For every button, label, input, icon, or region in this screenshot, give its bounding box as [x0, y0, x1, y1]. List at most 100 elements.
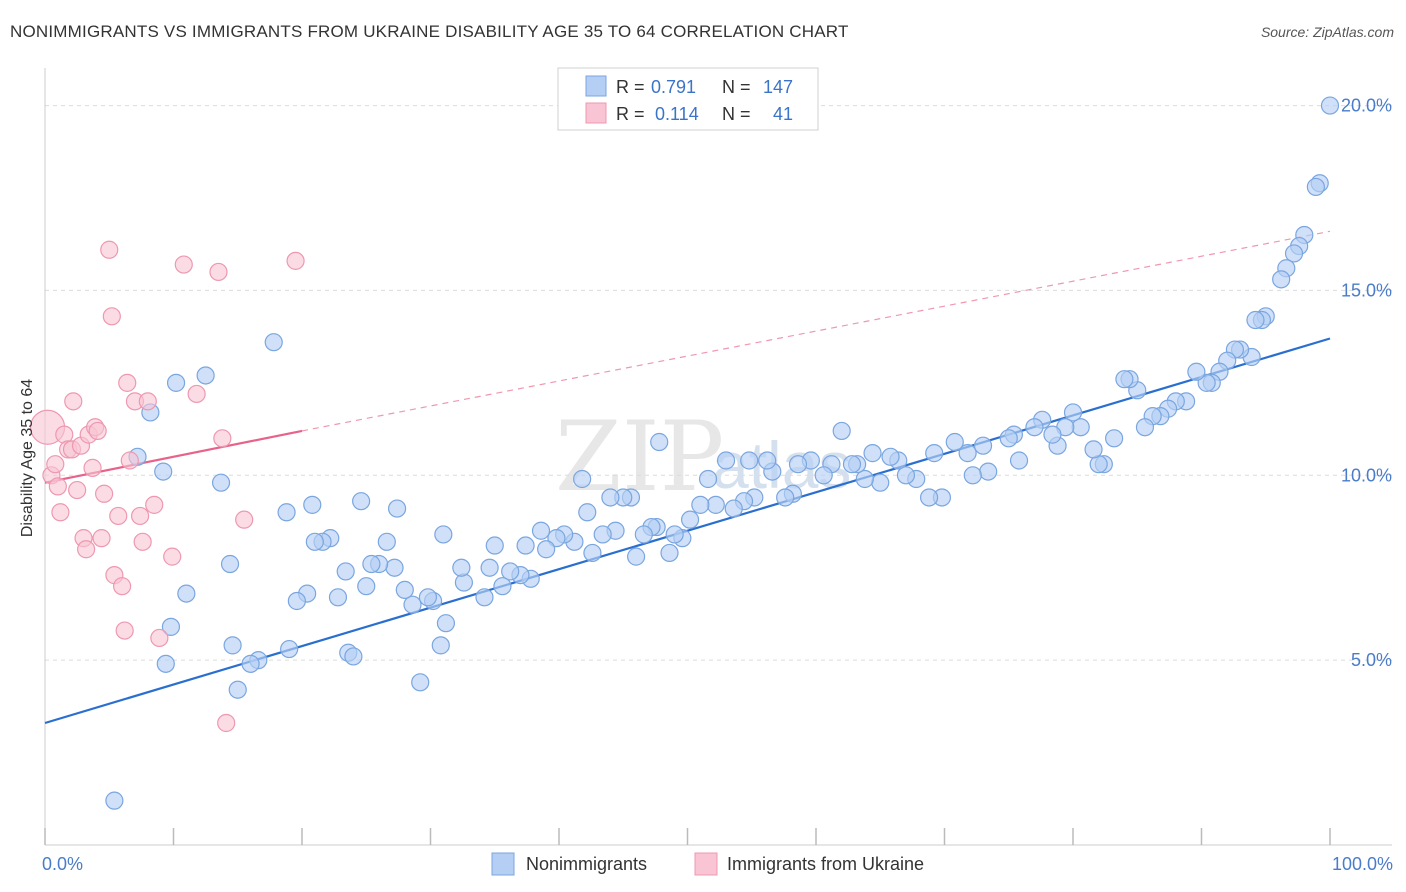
point-immigrants-from-ukraine — [51, 503, 70, 522]
point-immigrants-from-ukraine — [83, 458, 102, 477]
point-nonimmigrants — [493, 577, 512, 596]
point-immigrants-from-ukraine — [187, 384, 206, 404]
point-immigrants-from-ukraine — [145, 495, 164, 514]
point-nonimmigrants — [680, 510, 700, 529]
point-nonimmigrants — [1135, 418, 1155, 437]
legend-r-label-2: R = — [616, 104, 645, 124]
point-nonimmigrants — [516, 536, 535, 555]
point-nonimmigrants — [578, 503, 597, 522]
point-immigrants-from-ukraine — [95, 484, 114, 503]
point-nonimmigrants — [691, 495, 710, 514]
point-nonimmigrants — [788, 455, 808, 474]
point-immigrants-from-ukraine — [130, 506, 150, 526]
point-nonimmigrants — [223, 636, 242, 655]
point-nonimmigrants — [452, 558, 471, 577]
chart-title: NONIMMIGRANTS VS IMMIGRANTS FROM UKRAINE… — [10, 22, 849, 41]
point-nonimmigrants — [161, 617, 181, 636]
point-nonimmigrants — [724, 499, 743, 518]
point-nonimmigrants — [418, 588, 438, 607]
point-immigrants-from-ukraine — [112, 577, 132, 596]
y-tick-label: 10.0% — [1341, 465, 1392, 485]
point-immigrants-from-ukraine — [48, 477, 67, 496]
point-nonimmigrants — [1187, 362, 1206, 381]
point-nonimmigrants — [431, 636, 450, 655]
legend-bottom-swatch-immigrants-from-ukraine — [694, 852, 718, 876]
point-nonimmigrants — [211, 473, 231, 492]
point-immigrants-from-ukraine — [120, 451, 139, 470]
point-nonimmigrants — [166, 373, 186, 392]
point-nonimmigrants — [626, 547, 646, 566]
point-immigrants-from-ukraine — [92, 529, 111, 548]
point-immigrants-from-ukraine — [68, 480, 87, 500]
point-nonimmigrants — [583, 543, 602, 563]
point-immigrants-from-ukraine — [163, 547, 182, 566]
legend-bottom-swatch-nonimmigrants — [491, 852, 515, 876]
point-immigrants-from-ukraine — [118, 373, 137, 392]
point-nonimmigrants — [436, 614, 456, 633]
point-nonimmigrants — [362, 554, 381, 574]
point-nonimmigrants — [855, 469, 874, 489]
y-tick-label: 15.0% — [1341, 280, 1392, 300]
point-nonimmigrants — [177, 584, 196, 603]
point-nonimmigrants — [740, 451, 759, 470]
point-nonimmigrants — [1063, 403, 1083, 422]
point-nonimmigrants — [328, 588, 348, 607]
point-nonimmigrants — [706, 495, 725, 514]
point-nonimmigrants — [601, 488, 620, 507]
point-immigrants-from-ukraine — [286, 251, 305, 270]
point-nonimmigrants — [305, 532, 324, 551]
point-nonimmigrants — [896, 466, 916, 485]
legend-top: R = 0.791 N = 147 R = 0.114 N = 41 — [557, 67, 819, 131]
point-nonimmigrants — [945, 432, 964, 452]
point-nonimmigrants — [411, 673, 430, 692]
legend-n-label-2: N = — [722, 104, 751, 124]
series-nonimmigrants — [105, 96, 1340, 810]
point-nonimmigrants — [573, 469, 592, 489]
point-nonimmigrants — [277, 503, 296, 522]
source-credit: Source: ZipAtlas.com — [1260, 24, 1394, 40]
x-tick-label: 0.0% — [42, 854, 83, 874]
point-nonimmigrants — [1320, 96, 1340, 115]
point-nonimmigrants — [1084, 440, 1103, 459]
point-nonimmigrants — [958, 444, 977, 463]
point-nonimmigrants — [156, 654, 175, 673]
point-nonimmigrants — [925, 444, 944, 463]
grid — [45, 105, 1392, 661]
point-nonimmigrants — [842, 455, 862, 474]
point-nonimmigrants — [979, 462, 998, 481]
point-nonimmigrants — [758, 451, 777, 470]
watermark-zip: ZIP — [555, 401, 724, 513]
point-immigrants-from-ukraine — [46, 455, 65, 474]
legend-bottom: Nonimmigrants Immigrants from Ukraine — [491, 852, 924, 876]
point-immigrants-from-ukraine — [174, 255, 193, 274]
legend-bottom-label-nonimmigrants: Nonimmigrants — [526, 854, 647, 874]
point-nonimmigrants — [228, 680, 247, 699]
point-nonimmigrants — [1284, 244, 1304, 263]
point-nonimmigrants — [832, 421, 851, 441]
point-nonimmigrants — [403, 595, 422, 614]
point-immigrants-from-ukraine — [213, 429, 232, 448]
point-nonimmigrants — [973, 436, 993, 455]
legend-n-value-1: 147 — [763, 77, 793, 97]
point-immigrants-from-ukraine — [235, 510, 254, 529]
point-nonimmigrants — [220, 554, 240, 574]
axes — [44, 68, 1392, 846]
point-immigrants-from-ukraine — [102, 307, 121, 326]
point-nonimmigrants — [480, 558, 499, 577]
point-nonimmigrants — [1246, 310, 1265, 330]
point-immigrants-from-ukraine — [138, 392, 157, 411]
point-nonimmigrants — [336, 562, 355, 581]
point-nonimmigrants — [871, 473, 890, 492]
point-nonimmigrants — [352, 492, 371, 511]
tick-labels: 5.0% 10.0% 15.0% 20.0% 0.0% 100.0% — [42, 96, 1393, 874]
point-nonimmigrants — [280, 639, 299, 659]
point-nonimmigrants — [154, 462, 173, 481]
point-nonimmigrants — [357, 577, 376, 596]
point-immigrants-from-ukraine — [100, 240, 119, 259]
y-tick-label: 5.0% — [1351, 650, 1392, 670]
y-axis-label: Disability Age 35 to 64 — [19, 379, 36, 537]
point-immigrants-from-ukraine — [209, 262, 228, 282]
point-nonimmigrants — [1025, 418, 1044, 437]
point-nonimmigrants — [454, 573, 474, 592]
